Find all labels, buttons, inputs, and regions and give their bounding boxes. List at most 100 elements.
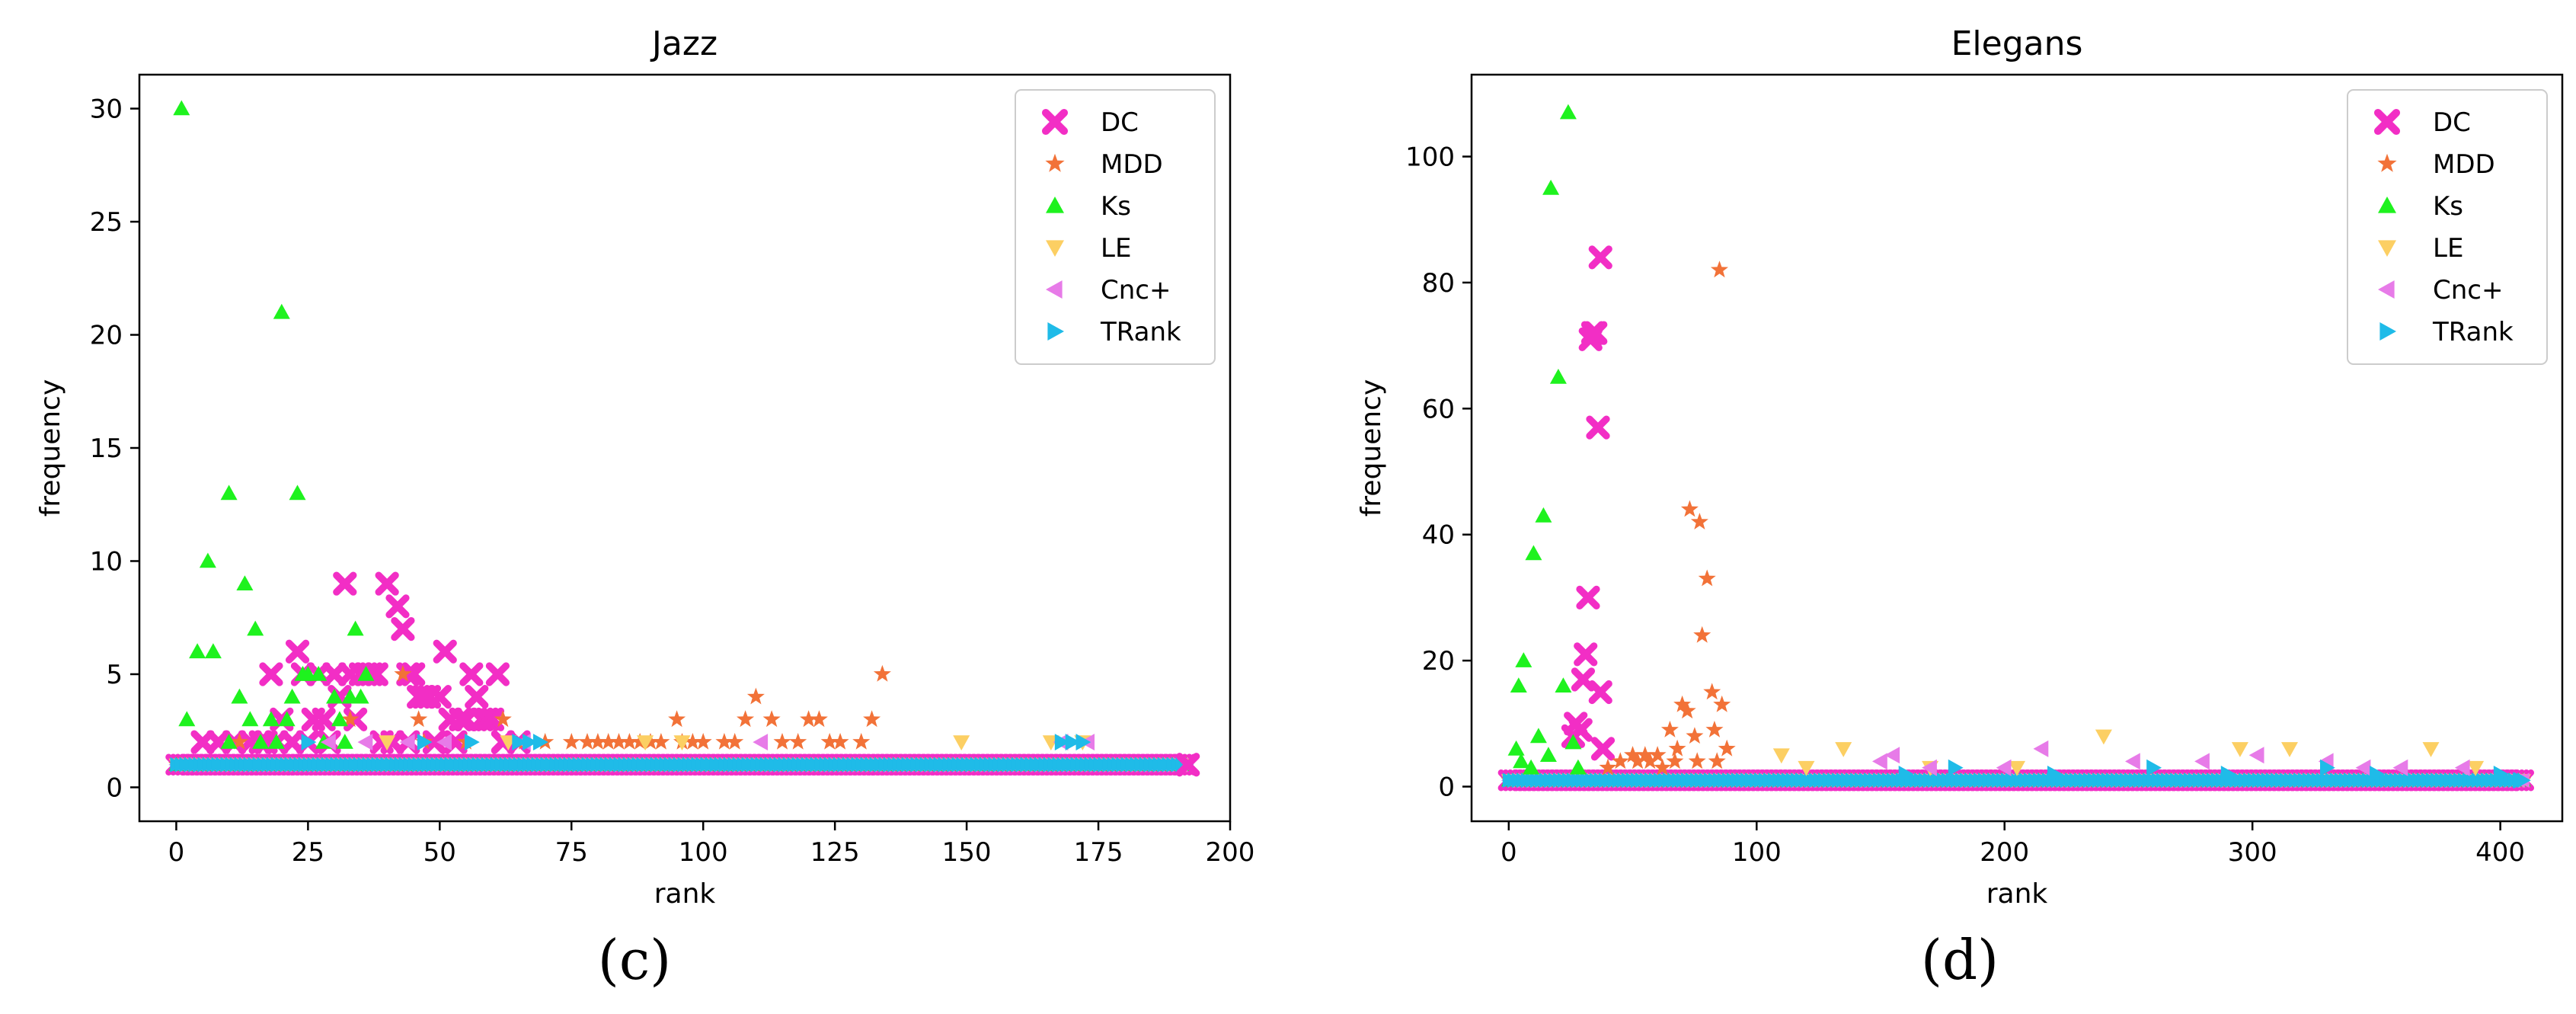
point-ks-elegans-12 xyxy=(1569,759,1587,775)
point-mdd-jazz-3 xyxy=(410,710,428,728)
point-cnc-elegans-1 xyxy=(1884,747,1900,764)
legend-label-le-elegans: LE xyxy=(2433,233,2463,264)
plot-area-elegans: 0 100 200 300 400 0 20 40 60 80 100 xyxy=(1405,104,2535,868)
y-tick-label-elegans-4: 80 xyxy=(1422,268,1455,299)
y-tick-label-elegans-0: 0 xyxy=(1438,772,1455,803)
legend-label-cnc-elegans: Cnc+ xyxy=(2433,275,2503,305)
point-mdd-jazz-26 xyxy=(762,710,781,728)
x-tick-label-jazz-7: 175 xyxy=(1074,837,1123,868)
legend-label-le-jazz: LE xyxy=(1101,233,1131,264)
point-mdd-jazz-29 xyxy=(800,710,818,728)
point-trank-elegans-0 xyxy=(1898,766,1914,782)
x-axis-label-elegans: rank xyxy=(1986,878,2048,910)
y-tick-label-elegans-5: 100 xyxy=(1405,142,1455,173)
point-dc-elegans-9 xyxy=(1586,415,1610,440)
y-tick-label-jazz-5: 25 xyxy=(90,207,123,238)
point-mdd-elegans-3 xyxy=(1628,752,1647,769)
point-ks-elegans-2 xyxy=(1515,652,1532,667)
y-tick-label-jazz-0: 0 xyxy=(106,772,123,803)
point-le-elegans-6 xyxy=(2231,742,2248,757)
y-tick-label-jazz-1: 5 xyxy=(106,660,123,690)
legend-jazz: DC MDD Ks LE Cnc+ TRank xyxy=(1015,89,1216,365)
point-trank-elegans-6 xyxy=(2370,766,2385,782)
point-le-elegans-9 xyxy=(2467,760,2485,776)
point-ks-jazz-17 xyxy=(310,666,328,681)
legend-label-mdd-elegans: MDD xyxy=(2433,149,2495,180)
point-trank-elegans-3 xyxy=(2146,759,2162,776)
point-le-jazz-3 xyxy=(673,735,691,751)
point-dc-elegans-3 xyxy=(1571,667,1596,692)
point-mdd-jazz-9 xyxy=(562,733,580,750)
point-cnc-elegans-7 xyxy=(2248,747,2264,764)
point-trank-jazz-4 xyxy=(523,734,538,751)
x-tick-label-jazz-0: 0 xyxy=(168,837,185,868)
point-ks-jazz-11 xyxy=(273,303,290,319)
point-ks-jazz-16 xyxy=(299,666,317,681)
point-mdd-elegans-21 xyxy=(1708,752,1726,769)
legend-marker-cnc-elegans xyxy=(2378,280,2395,299)
y-tick-label-jazz-3: 15 xyxy=(90,433,123,464)
point-mdd-jazz-22 xyxy=(715,733,733,750)
point-le-elegans-5 xyxy=(2095,729,2112,745)
point-mdd-jazz-34 xyxy=(863,710,881,728)
legend-label-dc-jazz: DC xyxy=(1101,107,1139,138)
point-trank-elegans-8 xyxy=(2513,772,2529,789)
point-mdd-jazz-31 xyxy=(820,733,839,750)
point-ks-elegans-8 xyxy=(1549,369,1567,384)
point-trank-jazz-1 xyxy=(417,734,433,751)
point-trank-elegans-2 xyxy=(2047,766,2063,782)
point-mdd-jazz-14 xyxy=(620,733,638,750)
point-ks-elegans-6 xyxy=(1539,747,1557,762)
point-mdd-jazz-21 xyxy=(694,733,712,750)
point-ks-elegans-11 xyxy=(1564,734,1582,750)
point-dc-jazz-52 xyxy=(1176,753,1200,777)
point-trank-jazz-6 xyxy=(1054,734,1070,751)
point-cnc-elegans-11 xyxy=(2454,759,2470,776)
point-mdd-jazz-13 xyxy=(610,733,628,750)
point-ks-jazz-24 xyxy=(220,734,238,749)
point-ks-jazz-22 xyxy=(352,688,369,704)
point-mdd-jazz-2 xyxy=(394,664,412,682)
point-mdd-elegans-4 xyxy=(1636,746,1654,763)
point-cnc-elegans-3 xyxy=(1996,759,2012,776)
chart-elegans: Elegans 0 100 200 300 400 0 20 40 60 80 100 DC MDD K… xyxy=(1356,24,2564,992)
point-dc-jazz-33 xyxy=(480,707,505,731)
point-ks-jazz-10 xyxy=(262,711,280,727)
point-ks-jazz-19 xyxy=(331,711,348,727)
legend-box-jazz xyxy=(1015,89,1216,365)
point-ks-elegans-13 xyxy=(1507,740,1525,756)
chart-title-elegans: Elegans xyxy=(1951,24,2083,63)
x-tick-label-elegans-0: 0 xyxy=(1501,837,1517,868)
point-mdd-elegans-1 xyxy=(1611,752,1629,769)
point-mdd-elegans-5 xyxy=(1641,752,1659,769)
point-dc-jazz-18 xyxy=(391,616,415,641)
point-le-elegans-1 xyxy=(1798,760,1815,776)
legend-marker-dc-jazz xyxy=(1041,108,1069,136)
point-ks-jazz-28 xyxy=(336,734,353,749)
point-dc-jazz-25 xyxy=(433,639,457,664)
point-dc-jazz-0 xyxy=(259,662,283,686)
legend-box-elegans xyxy=(2347,89,2548,365)
point-mdd-jazz-24 xyxy=(737,710,755,728)
point-dc-jazz-20 xyxy=(401,662,426,686)
x-axis-label-jazz: rank xyxy=(654,878,716,910)
point-ks-jazz-2 xyxy=(189,643,206,659)
x-tick-label-elegans-3: 300 xyxy=(2228,837,2277,868)
point-ks-jazz-20 xyxy=(341,688,359,704)
y-tick-label-elegans-1: 20 xyxy=(1422,646,1455,677)
point-dc-jazz-2 xyxy=(285,639,310,664)
legend-marker-le-elegans xyxy=(2378,240,2396,257)
point-ks-elegans-9 xyxy=(1555,677,1572,693)
point-dc-elegans-4 xyxy=(1574,642,1598,667)
point-ks-elegans-1 xyxy=(1513,753,1530,769)
point-ks-jazz-26 xyxy=(267,734,285,749)
point-mdd-jazz-35 xyxy=(873,664,891,682)
point-cnc-jazz-5 xyxy=(753,734,769,751)
point-mdd-jazz-1 xyxy=(341,710,360,728)
point-mdd-jazz-28 xyxy=(789,733,807,750)
point-cnc-jazz-3 xyxy=(436,734,452,751)
x-tick-label-jazz-1: 25 xyxy=(292,837,324,868)
x-tick-label-jazz-5: 125 xyxy=(810,837,860,868)
y-tick-label-elegans-3: 60 xyxy=(1422,394,1455,424)
point-mdd-elegans-24 xyxy=(1718,739,1736,757)
